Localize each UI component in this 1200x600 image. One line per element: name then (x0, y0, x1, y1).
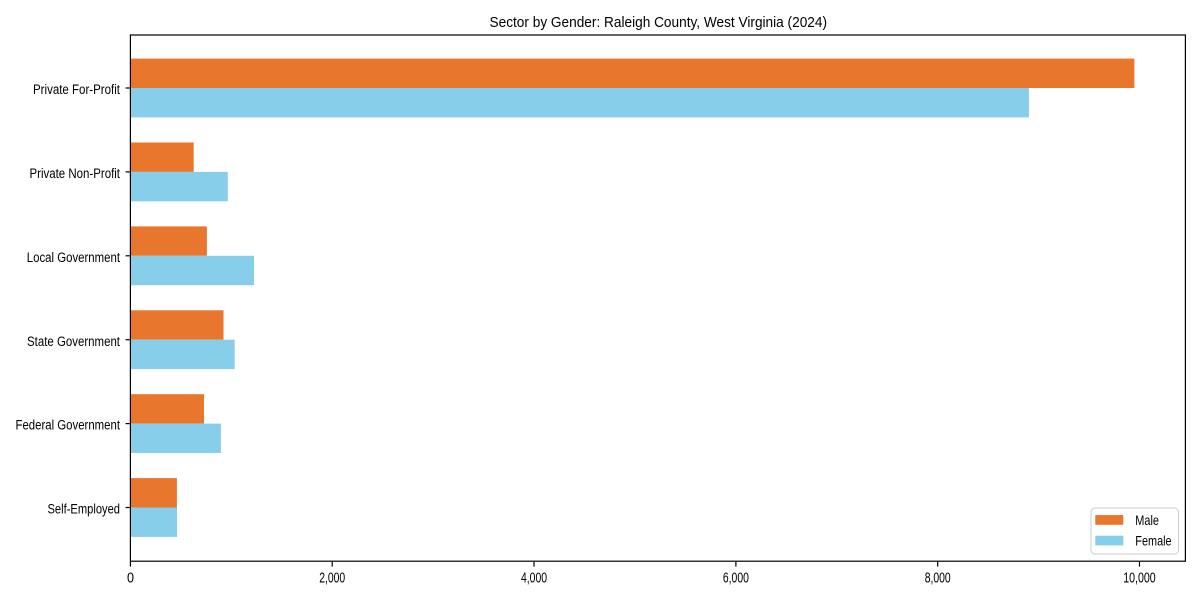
svg-text:Private Non-Profit: Private Non-Profit (30, 166, 121, 182)
svg-text:Self-Employed: Self-Employed (48, 502, 121, 518)
svg-text:6,000: 6,000 (723, 569, 749, 586)
svg-text:8,000: 8,000 (925, 569, 951, 586)
svg-text:4,000: 4,000 (521, 569, 547, 586)
svg-text:Federal Government: Federal Government (16, 418, 121, 434)
svg-text:Private For-Profit: Private For-Profit (33, 82, 120, 98)
svg-text:10,000: 10,000 (1123, 569, 1156, 586)
svg-text:Male: Male (1135, 513, 1159, 528)
svg-text:2,000: 2,000 (319, 569, 345, 586)
svg-text:Local Government: Local Government (27, 250, 120, 266)
svg-text:Female: Female (1135, 534, 1171, 549)
svg-text:State Government: State Government (27, 334, 120, 350)
svg-text:0: 0 (127, 569, 134, 586)
svg-text:Sector by Gender: Raleigh Coun: Sector by Gender: Raleigh County, West V… (490, 15, 828, 31)
